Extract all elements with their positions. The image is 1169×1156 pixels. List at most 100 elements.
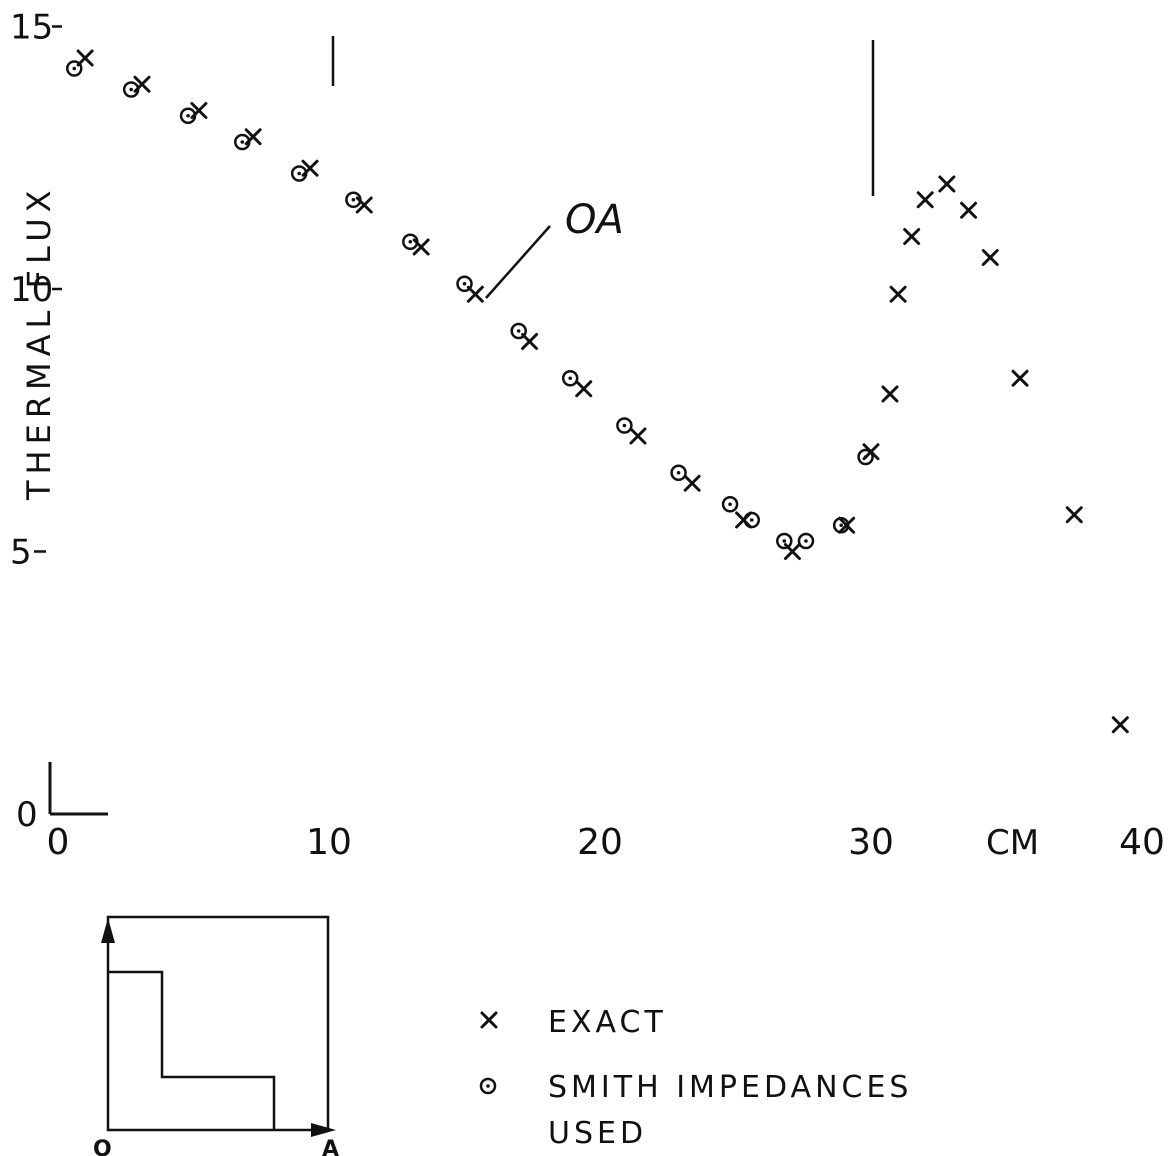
smith-point	[721, 496, 739, 513]
x-marker-stroke	[575, 380, 593, 398]
exact-point	[960, 201, 978, 219]
x-marker-stroke	[683, 474, 701, 492]
x-marker-stroke	[938, 175, 956, 193]
circle-marker-dot	[804, 539, 808, 543]
circle-marker-dot	[863, 455, 868, 459]
exact-point	[76, 49, 94, 67]
series-exact	[76, 49, 1129, 734]
legend-smith-label-line1: SMITH IMPEDANCES	[548, 1070, 912, 1105]
annotation-leader-line	[485, 225, 551, 299]
x-marker-stroke	[838, 516, 856, 534]
circle-marker-dot	[676, 470, 681, 475]
x-marker-stroke	[889, 285, 907, 303]
smith-point	[670, 464, 687, 481]
series-smith	[66, 60, 874, 550]
inset-path	[108, 970, 276, 1130]
x-marker-stroke	[1111, 716, 1129, 734]
smith-point	[832, 517, 850, 534]
inset-axis-label: A	[322, 1137, 339, 1156]
x-unit-label: CM	[986, 823, 1039, 863]
legend-smith-symbol	[479, 1077, 497, 1095]
legend-exact-marker	[480, 1011, 498, 1029]
exact-point	[938, 175, 956, 193]
exact-point	[1111, 716, 1129, 734]
legend-exact-symbol	[480, 1011, 498, 1029]
circle-marker-dot	[516, 329, 521, 333]
smith-point	[234, 133, 251, 151]
exact-point	[981, 249, 999, 266]
smith-point	[179, 107, 197, 124]
circle-marker-dot	[240, 140, 245, 144]
legend-exact-label: EXACT	[548, 1005, 667, 1040]
circle-marker-ring	[456, 275, 473, 292]
x-tick-label: 30	[848, 822, 894, 863]
y-tick-label: 5	[10, 533, 32, 573]
x-marker-stroke	[355, 196, 373, 214]
smith-point	[290, 165, 308, 182]
circle-marker-ring	[561, 370, 579, 387]
x-marker-stroke	[783, 543, 801, 560]
circle-marker-dot	[839, 523, 843, 528]
circle-marker-ring	[797, 532, 815, 550]
smith-point	[510, 322, 527, 340]
smith-point	[857, 448, 874, 466]
circle-marker-ring	[743, 511, 761, 529]
exact-point	[466, 285, 484, 303]
chart-marks: 0 5 10 15 0 10 20 30 40 CM THERMAL FLUX OA	[10, 8, 1165, 864]
smith-point	[776, 532, 793, 550]
circle-marker-dot	[728, 502, 732, 507]
exact-point	[889, 285, 907, 303]
circle-marker-ring	[66, 60, 83, 77]
x-tick-label: 10	[306, 822, 352, 863]
exact-point	[916, 191, 934, 209]
x-tick-label: 0	[47, 822, 70, 863]
exact-point	[629, 427, 647, 445]
circle-marker-ring	[290, 165, 308, 182]
circle-marker-ring	[616, 417, 633, 434]
smith-point	[456, 275, 473, 292]
circle-marker-dot	[749, 518, 754, 522]
circle-marker-dot	[186, 113, 190, 118]
smith-point	[402, 233, 419, 250]
smith-point	[743, 511, 761, 529]
legend-smith-marker	[479, 1077, 497, 1095]
inset-frame	[106, 915, 330, 1132]
circle-marker-ring	[832, 517, 850, 534]
x-marker-stroke	[1065, 506, 1083, 524]
legend: EXACT SMITH IMPEDANCES USED	[479, 1005, 912, 1151]
x-tick-label: 20	[577, 822, 623, 863]
inset-arrow-up	[101, 918, 115, 943]
exact-point	[881, 385, 899, 403]
smith-point	[561, 370, 579, 387]
inset-arrow-right	[311, 1123, 336, 1137]
circle-marker-dot	[297, 171, 301, 176]
circle-marker-ring	[670, 464, 687, 481]
smith-point	[616, 417, 633, 434]
x-marker-stroke	[903, 228, 921, 245]
circle-marker-ring	[479, 1077, 497, 1095]
x-marker-stroke	[881, 385, 899, 403]
legend-smith-label-line2: USED	[548, 1116, 647, 1151]
exact-point	[575, 380, 593, 398]
exact-point	[1065, 506, 1083, 524]
circle-marker-dot	[568, 376, 572, 381]
circle-marker-ring	[776, 532, 793, 550]
x-marker-stroke	[629, 427, 647, 445]
x-tick-label: 40	[1119, 822, 1165, 863]
circle-marker-ring	[721, 496, 739, 513]
x-marker-stroke	[981, 249, 999, 266]
exact-point	[903, 228, 921, 245]
exact-point	[521, 333, 539, 350]
exact-point	[1011, 369, 1029, 387]
x-marker-stroke	[916, 191, 934, 209]
circle-marker-dot	[782, 539, 787, 543]
y-tick-label: 10	[10, 270, 53, 310]
y-tick-label: 0	[16, 795, 38, 835]
circle-marker-dot	[462, 281, 467, 286]
circle-marker-dot	[622, 423, 627, 428]
smith-point	[122, 81, 140, 98]
exact-point	[838, 516, 856, 534]
circle-marker-dot	[408, 239, 413, 244]
x-marker-stroke	[466, 285, 484, 303]
